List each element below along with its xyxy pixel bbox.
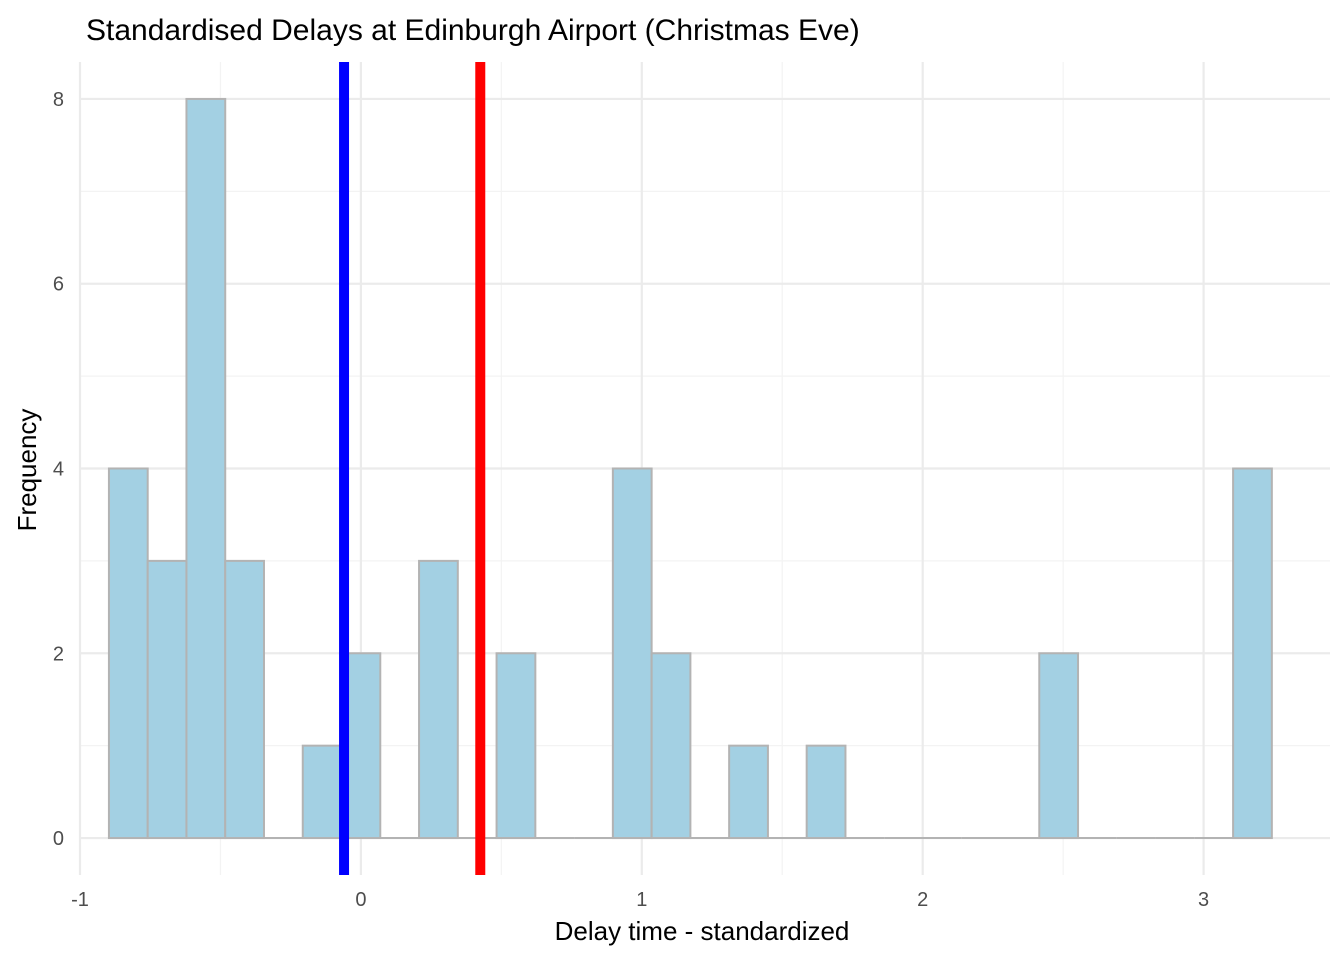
y-tick-label: 8 [53, 89, 64, 111]
chart-title: Standardised Delays at Edinburgh Airport… [86, 14, 860, 47]
x-axis-label: Delay time - standardized [555, 916, 850, 946]
y-tick-label: 2 [53, 643, 64, 665]
histogram-bar [301, 744, 343, 840]
grid-lines [78, 62, 1330, 875]
reference-lines [339, 62, 486, 875]
histogram-bar [146, 559, 188, 840]
histogram-bar [650, 652, 692, 840]
histogram-bars [107, 97, 1273, 840]
y-tick-label: 6 [53, 274, 64, 296]
x-tick-label: 1 [636, 889, 647, 911]
histogram-bar [805, 744, 847, 840]
histogram-bar [728, 744, 769, 840]
y-tick-label: 4 [53, 459, 64, 481]
x-tick-label: -1 [71, 889, 89, 911]
y-axis-ticks: 0 2 4 6 8 [53, 89, 64, 850]
y-tick-label: 0 [53, 828, 64, 850]
histogram-bar [495, 652, 537, 840]
histogram-bar [224, 559, 265, 840]
histogram-bar [1038, 652, 1080, 840]
histogram-bar [611, 467, 653, 840]
histogram-bar [185, 97, 227, 840]
histogram-bar [1232, 467, 1273, 840]
x-tick-label: 2 [917, 889, 928, 911]
x-tick-label: 3 [1198, 889, 1209, 911]
y-axis-label: Frequency [12, 409, 42, 532]
x-tick-label: 0 [355, 889, 366, 911]
x-axis-ticks: -1 0 1 2 3 [71, 889, 1209, 911]
histogram-bar [107, 467, 149, 840]
histogram-bar [418, 559, 459, 840]
